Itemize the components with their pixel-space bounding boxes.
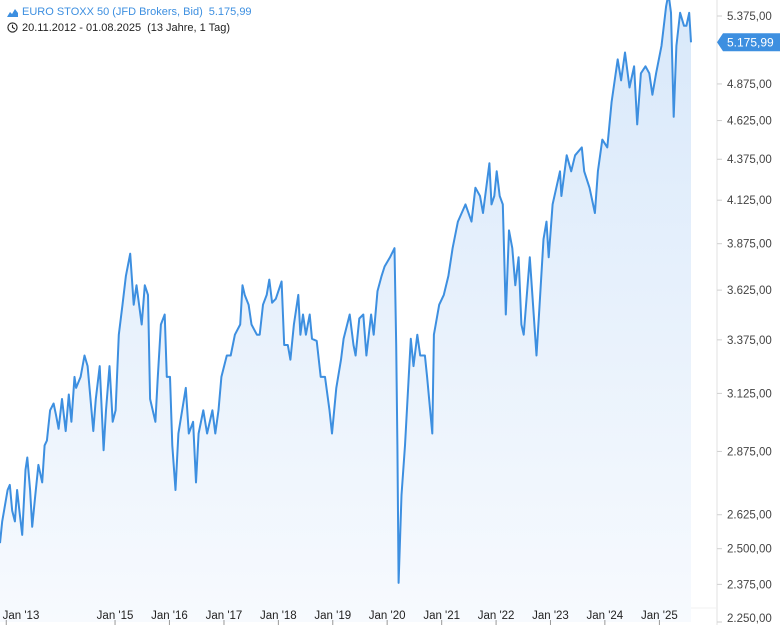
y-tick-label: 3.125,00 — [727, 388, 772, 400]
series-line — [0, 0, 692, 584]
instrument-name: EURO STOXX 50 (JFD Brokers, Bid) — [22, 6, 203, 18]
x-tick-label: Jan '16 — [151, 610, 188, 622]
x-axis-ticks: Jan '13 Jan '15 Jan '16 Jan '17 Jan '18 Jan '… — [3, 610, 678, 625]
last-value-label: 5.175,99 — [727, 35, 774, 49]
duration-text: (13 Jahre, 1 Tag) — [147, 22, 231, 34]
y-tick-label: 2.375,00 — [727, 579, 772, 591]
y-tick-label: 3.625,00 — [727, 285, 772, 297]
y-tick-label: 4.625,00 — [727, 116, 772, 128]
x-tick-label: Jan '20 — [369, 610, 406, 622]
x-tick-label: Jan '18 — [260, 610, 297, 622]
y-tick-label: 3.375,00 — [727, 335, 772, 347]
y-tick-label: 3.875,00 — [727, 239, 772, 251]
x-tick-label: Jan '25 — [641, 610, 678, 622]
y-tick-label: 2.875,00 — [727, 446, 772, 458]
chart-header-title: EURO STOXX 50 (JFD Brokers, Bid) 5.175,99 — [7, 6, 252, 18]
last-value-tag: 5.175,99 — [717, 33, 780, 52]
x-tick-label: Jan '15 — [97, 610, 134, 622]
x-tick-label: Jan '13 — [3, 610, 40, 622]
series-area-fill — [0, 0, 691, 622]
y-tick-label: 4.875,00 — [727, 79, 772, 91]
y-tick-label: 4.125,00 — [727, 195, 772, 207]
y-tick-label: 4.375,00 — [727, 154, 772, 166]
y-tick-label: 5.375,00 — [727, 11, 772, 23]
chart-header-range: 20.11.2012 - 01.08.2025 (13 Jahre, 1 Tag) — [7, 22, 230, 34]
date-range: 20.11.2012 - 01.08.2025 — [22, 22, 142, 34]
x-tick-label: Jan '24 — [586, 610, 623, 622]
x-tick-label: Jan '19 — [314, 610, 351, 622]
y-tick-label: 2.625,00 — [727, 510, 772, 522]
header-last-value: 5.175,99 — [208, 6, 252, 18]
last-value-tag-shape — [717, 33, 780, 52]
y-tick-label: 2.500,00 — [727, 544, 772, 556]
x-tick-label: Jan '21 — [423, 610, 460, 622]
y-tick-label: 2.250,00 — [727, 613, 772, 625]
mountain-chart-icon — [7, 9, 18, 17]
x-tick-label: Jan '23 — [532, 610, 569, 622]
y-axis-ticks: 2.250,00 2.375,00 2.500,00 2.625,00 2.875,00… — [717, 11, 772, 625]
x-tick-label: Jan '22 — [478, 610, 515, 622]
clock-icon — [7, 22, 18, 33]
x-tick-label: Jan '17 — [206, 610, 243, 622]
